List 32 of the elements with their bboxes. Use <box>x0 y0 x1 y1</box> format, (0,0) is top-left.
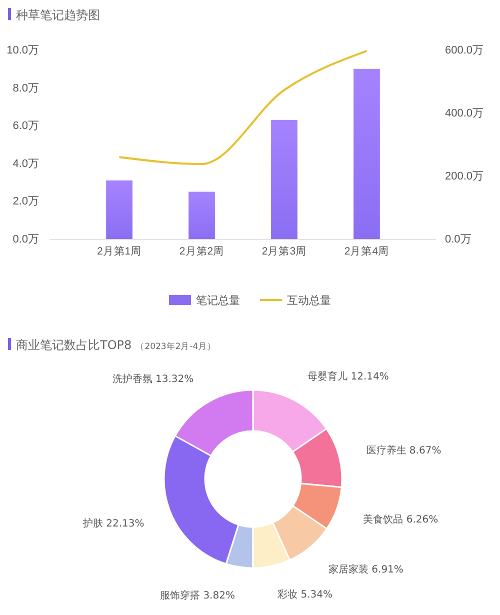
x-tick-label: 2月第2周 <box>179 245 224 258</box>
chart-title: 商业笔记数占比TOP8 <box>16 338 132 352</box>
slice-label: 彩妆 5.34% <box>278 588 333 600</box>
slice-label: 家居家装 6.91% <box>328 563 404 576</box>
y2-tick-label: 200.0万 <box>445 170 484 183</box>
y2-tick-label: 400.0万 <box>445 108 484 120</box>
line-series <box>118 50 368 166</box>
x-tick-label: 2月第1周 <box>96 245 142 258</box>
legend-label: 笔记总量 <box>196 294 240 307</box>
slice-label: 医疗养生 8.67% <box>366 444 442 457</box>
slice-label: 护肤 22.13% <box>82 517 144 530</box>
y-tick-label: 2.0万 <box>12 196 39 208</box>
slice-label: 美食饮品 6.26% <box>363 513 438 526</box>
y-tick-label: 4.0万 <box>12 158 39 170</box>
slice-label: 服饰穿搭 3.82% <box>160 590 235 602</box>
bar <box>188 192 215 239</box>
x-tick-label: 2月第3周 <box>262 245 307 258</box>
slice-label: 母婴育儿 12.14% <box>308 370 389 383</box>
y-tick-label: 0.0万 <box>12 234 39 246</box>
y2-tick-label: 600.0万 <box>445 44 484 57</box>
x-tick-label: 2月第4周 <box>344 245 390 258</box>
slice-label: 洗护香氛 13.32% <box>112 373 194 386</box>
bar <box>271 120 298 239</box>
y-tick-label: 8.0万 <box>12 82 39 94</box>
y-tick-label: 6.0万 <box>12 120 39 132</box>
bar <box>354 68 380 239</box>
chart-title: 种草笔记趋势图 <box>16 8 100 22</box>
legend-label: 互动总量 <box>287 294 331 307</box>
y2-tick-label: 0.0万 <box>445 234 472 246</box>
bar <box>106 180 132 239</box>
chart-subtitle: （2023年2月-4月） <box>136 341 216 352</box>
y-tick-label: 10.0万 <box>6 44 39 57</box>
